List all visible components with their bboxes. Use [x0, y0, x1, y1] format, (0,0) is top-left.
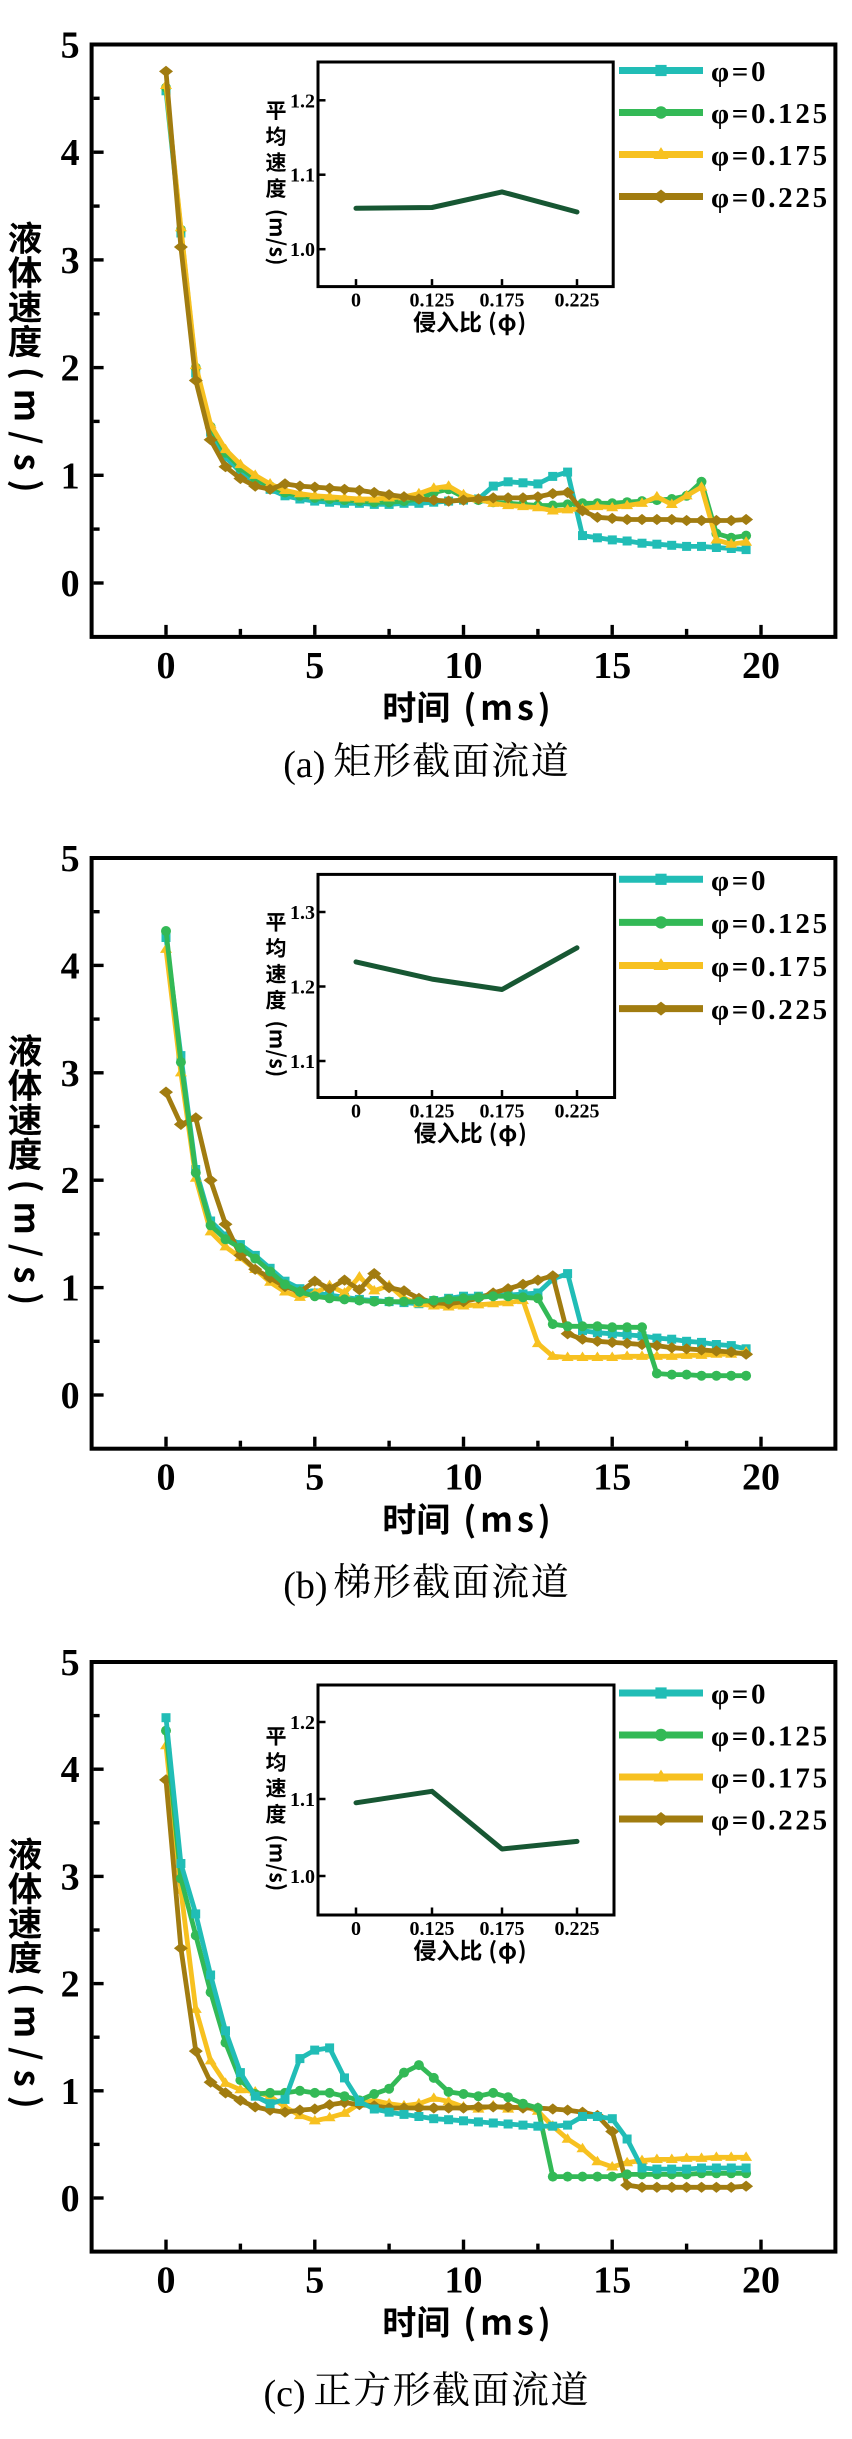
svg-text:φ=0: φ=0: [711, 1679, 768, 1711]
svg-text:φ=0.175: φ=0.175: [711, 1763, 830, 1795]
svg-text:20: 20: [742, 645, 780, 687]
svg-text:1.0: 1.0: [290, 239, 315, 261]
svg-text:2: 2: [61, 348, 80, 390]
svg-text:5: 5: [61, 838, 80, 880]
svg-text:φ=0.225: φ=0.225: [711, 994, 830, 1026]
svg-text:0.125: 0.125: [410, 1101, 455, 1123]
svg-text:0.125: 0.125: [410, 290, 455, 312]
svg-text:0.125: 0.125: [410, 1918, 455, 1940]
svg-text:0.175: 0.175: [480, 1101, 525, 1123]
svg-text:1: 1: [61, 2071, 80, 2113]
svg-text:0.175: 0.175: [480, 290, 525, 312]
svg-text:0.225: 0.225: [555, 1101, 600, 1123]
svg-text:φ=0: φ=0: [711, 865, 768, 897]
svg-text:5: 5: [305, 2260, 324, 2302]
svg-text:15: 15: [593, 645, 631, 687]
svg-text:5: 5: [305, 1457, 324, 1499]
svg-text:φ=0.125: φ=0.125: [711, 908, 830, 940]
svg-text:0: 0: [157, 2260, 176, 2302]
svg-text:φ=0.175: φ=0.175: [711, 951, 830, 983]
svg-text:15: 15: [593, 1457, 631, 1499]
svg-text:15: 15: [593, 2260, 631, 2302]
svg-text:(a): (a): [283, 744, 325, 786]
svg-text:0: 0: [61, 2178, 80, 2220]
svg-text:1.1: 1.1: [290, 1789, 315, 1811]
svg-text:0: 0: [351, 290, 361, 312]
svg-text:3: 3: [61, 1053, 80, 1095]
svg-text:φ=0.125: φ=0.125: [711, 98, 830, 130]
svg-text:4: 4: [61, 945, 80, 987]
svg-text:φ=0.175: φ=0.175: [711, 140, 830, 172]
svg-text:1: 1: [61, 1268, 80, 1310]
svg-text:4: 4: [61, 132, 80, 174]
svg-text:φ=0.225: φ=0.225: [711, 182, 830, 214]
svg-text:20: 20: [742, 1457, 780, 1499]
svg-text:φ=0: φ=0: [711, 56, 768, 88]
svg-text:10: 10: [445, 2260, 483, 2302]
svg-text:φ=0.225: φ=0.225: [711, 1805, 830, 1837]
svg-text:(b): (b): [283, 1565, 327, 1607]
svg-text:3: 3: [61, 240, 80, 282]
svg-text:2: 2: [61, 1964, 80, 2006]
svg-text:1.2: 1.2: [290, 977, 315, 999]
svg-text:5: 5: [305, 645, 324, 687]
svg-text:0: 0: [61, 563, 80, 605]
svg-text:0.225: 0.225: [555, 1918, 600, 1940]
svg-text:1.1: 1.1: [290, 1051, 315, 1073]
svg-text:2: 2: [61, 1160, 80, 1202]
svg-text:1.0: 1.0: [290, 1866, 315, 1888]
svg-text:0.175: 0.175: [480, 1918, 525, 1940]
svg-text:1.2: 1.2: [290, 1712, 315, 1734]
svg-text:0: 0: [157, 645, 176, 687]
svg-text:1.1: 1.1: [290, 165, 315, 187]
svg-text:10: 10: [445, 1457, 483, 1499]
svg-text:10: 10: [445, 645, 483, 687]
svg-text:5: 5: [61, 1642, 80, 1684]
svg-text:0: 0: [157, 1457, 176, 1499]
svg-text:20: 20: [742, 2260, 780, 2302]
svg-text:φ=0.125: φ=0.125: [711, 1721, 830, 1753]
svg-text:1.3: 1.3: [290, 902, 315, 924]
svg-text:1: 1: [61, 455, 80, 497]
svg-text:(c): (c): [264, 2373, 306, 2415]
svg-text:1.2: 1.2: [290, 90, 315, 112]
svg-text:3: 3: [61, 1856, 80, 1898]
svg-text:0: 0: [351, 1918, 361, 1940]
svg-text:4: 4: [61, 1749, 80, 1791]
svg-text:0: 0: [61, 1375, 80, 1417]
svg-text:0.225: 0.225: [555, 290, 600, 312]
svg-text:0: 0: [351, 1101, 361, 1123]
svg-text:5: 5: [61, 25, 80, 67]
